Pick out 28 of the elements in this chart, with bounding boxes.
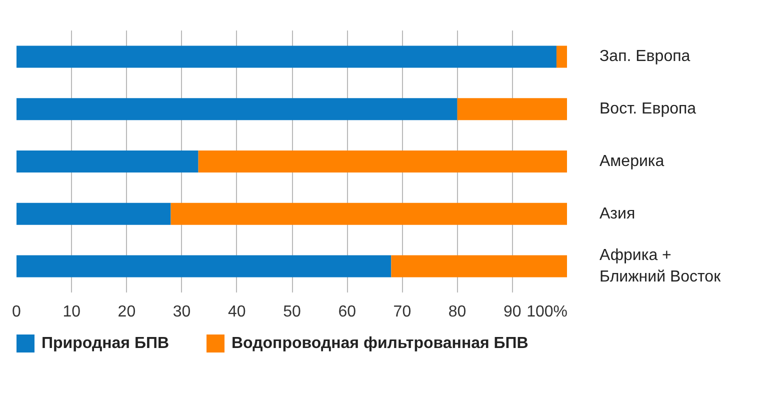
x-tick-label: 50 [283,304,301,320]
y-tick-label: Африка + Ближний Восток [600,247,722,286]
y-tick-label: Азия [600,205,636,222]
x-tick-label: 20 [118,304,136,320]
bar [170,202,567,225]
y-tick-label: Америка [600,153,664,170]
x-tick-label: 60 [338,304,356,320]
x-tick-label: 100% [526,304,568,320]
bar [16,255,392,278]
x-tick-label: 80 [448,304,466,320]
bar [16,202,171,225]
x-tick-label: 40 [228,304,246,320]
y-tick-label: Зап. Европа [600,48,690,66]
x-tick-label: 10 [62,304,81,320]
bar [457,98,567,120]
bar [16,150,198,173]
x-tick-label: 0 [12,304,22,320]
x-tick-label: 30 [172,304,191,320]
bar [16,98,458,120]
bar [391,255,567,278]
bar [16,46,556,68]
legend-label: Водопроводная фильтрованная БПВ [232,335,528,352]
x-tick-label: 90 [504,304,522,320]
x-tick-label: 70 [393,304,412,320]
bar [556,46,567,68]
legend-label: Природная БПВ [42,335,169,352]
bar [198,150,567,173]
y-tick-label: Вост. Европа [600,100,696,118]
